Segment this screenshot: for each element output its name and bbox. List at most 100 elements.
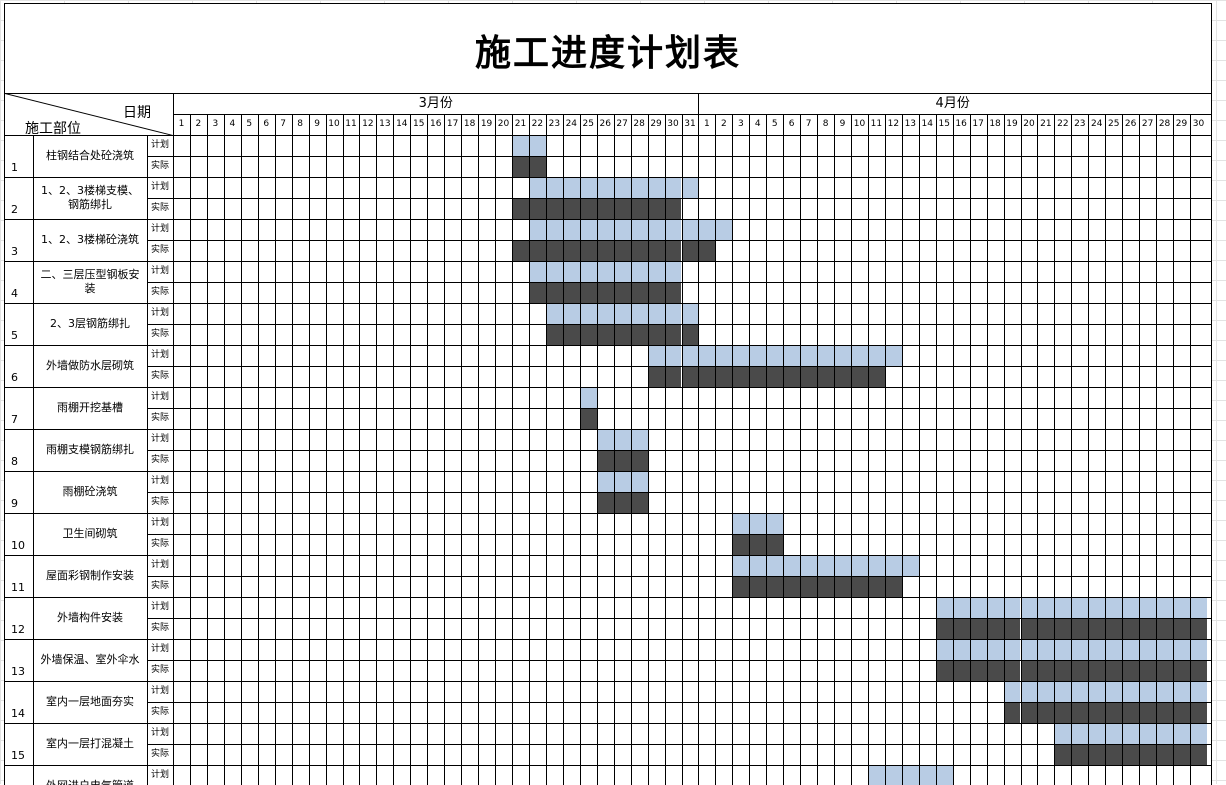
- actual-cell: [596, 282, 614, 303]
- sub-row-line: [147, 534, 1211, 535]
- day-line: [206, 114, 208, 785]
- plan-cell: [664, 177, 682, 198]
- actual-cell: [766, 366, 784, 387]
- day-line: [427, 114, 429, 785]
- actual-cell: [1156, 660, 1174, 681]
- row-line: [5, 219, 1211, 220]
- actual-cell: [766, 576, 784, 597]
- actual-cell: [562, 324, 580, 345]
- task-name: 外墙做防水层砌筑: [46, 359, 134, 372]
- actual-cell: [596, 324, 614, 345]
- actual-cell: [1020, 702, 1038, 723]
- task-name: 雨棚砼浇筑: [62, 485, 118, 498]
- actual-cell: [935, 618, 953, 639]
- actual-cell: [664, 324, 682, 345]
- actual-cell: [834, 576, 851, 597]
- actual-cell: [1071, 702, 1089, 723]
- date-label: 日期: [123, 105, 151, 121]
- plan-cell: [613, 429, 631, 450]
- task-name: 室内一层打混凝土: [46, 737, 134, 750]
- actual-cell: [579, 408, 597, 429]
- task-name: 外网进户电气管道: [36, 765, 144, 785]
- actual-cell: [512, 240, 529, 261]
- row-number: 6: [11, 371, 18, 384]
- actual-cell: [817, 576, 835, 597]
- day-number: 5: [246, 119, 253, 129]
- actual-cell: [1071, 744, 1089, 765]
- task-name: 卫生间砌筑: [62, 527, 118, 540]
- actual-cell: [579, 282, 597, 303]
- actual-cell: [1105, 702, 1123, 723]
- plan-cell: [969, 639, 987, 660]
- actual-cell: [613, 450, 631, 471]
- day-line: [393, 114, 395, 785]
- row-number: 12: [11, 623, 25, 636]
- actual-cell: [851, 366, 868, 387]
- plan-cell: [1088, 723, 1106, 744]
- day-line: [528, 114, 530, 785]
- day-line: [630, 114, 632, 785]
- actual-cell: [783, 366, 801, 387]
- plan-cell: [562, 303, 580, 324]
- day-number: 1: [178, 119, 185, 129]
- actual-cell: [1190, 744, 1207, 765]
- plan-cell: [834, 555, 851, 576]
- actual-cell: [579, 198, 597, 219]
- sub-row-line: [147, 366, 1211, 367]
- day-line: [918, 114, 920, 785]
- plan-cell: [630, 303, 648, 324]
- plan-cell: [630, 219, 648, 240]
- day-number: 2: [720, 119, 727, 129]
- plan-cell: [867, 765, 885, 785]
- actual-cell: [867, 366, 885, 387]
- day-number: 24: [565, 119, 578, 129]
- plan-cell: [732, 513, 750, 534]
- day-line: [766, 114, 768, 785]
- row-number: 10: [11, 539, 25, 552]
- actual-cell: [732, 576, 750, 597]
- plan-cell: [512, 135, 529, 156]
- sub-row-line: [147, 156, 1211, 157]
- plan-cell: [1003, 639, 1021, 660]
- day-line: [223, 114, 225, 785]
- actual-cell: [952, 618, 970, 639]
- actual-cell: [562, 282, 580, 303]
- plan-cell: [528, 135, 546, 156]
- plan-cell: [698, 219, 716, 240]
- day-number: 30: [667, 119, 679, 129]
- actual-cell: [1020, 618, 1038, 639]
- sub-row-line: [147, 240, 1211, 241]
- plan-cell: [630, 471, 648, 492]
- day-line: [596, 114, 598, 785]
- actual-label: 实际: [151, 623, 170, 633]
- task-name: 屋面彩钢制作安装: [46, 569, 134, 582]
- sub-row-line: [147, 198, 1211, 199]
- plan-cell: [1105, 639, 1123, 660]
- sub-row-line: [147, 702, 1211, 703]
- plan-cell: [1054, 597, 1072, 618]
- plan-cell: [1071, 723, 1089, 744]
- task-name: 2、3层钢筋绑扎: [50, 317, 130, 330]
- actual-cell: [1190, 702, 1207, 723]
- plan-cell: [579, 261, 597, 282]
- actual-cell: [664, 198, 682, 219]
- plan-cell: [1156, 723, 1174, 744]
- plan-cell: [935, 765, 953, 785]
- actual-cell: [1054, 744, 1072, 765]
- actual-cell: [766, 534, 784, 555]
- plan-label: 计划: [151, 224, 170, 234]
- plan-cell: [630, 261, 648, 282]
- plan-cell: [1139, 681, 1157, 702]
- plan-cell: [1156, 681, 1174, 702]
- page-title: 施工进度计划表: [474, 32, 741, 74]
- actual-cell: [647, 240, 665, 261]
- day-line: [613, 114, 615, 785]
- plan-cell: [1122, 597, 1140, 618]
- plan-label: 计划: [151, 392, 170, 402]
- plan-cell: [969, 597, 987, 618]
- day-number: 6: [263, 119, 270, 129]
- day-line: [1139, 114, 1141, 785]
- actual-cell: [1122, 618, 1140, 639]
- row-number: 2: [11, 203, 18, 216]
- row-number: 1: [11, 161, 18, 174]
